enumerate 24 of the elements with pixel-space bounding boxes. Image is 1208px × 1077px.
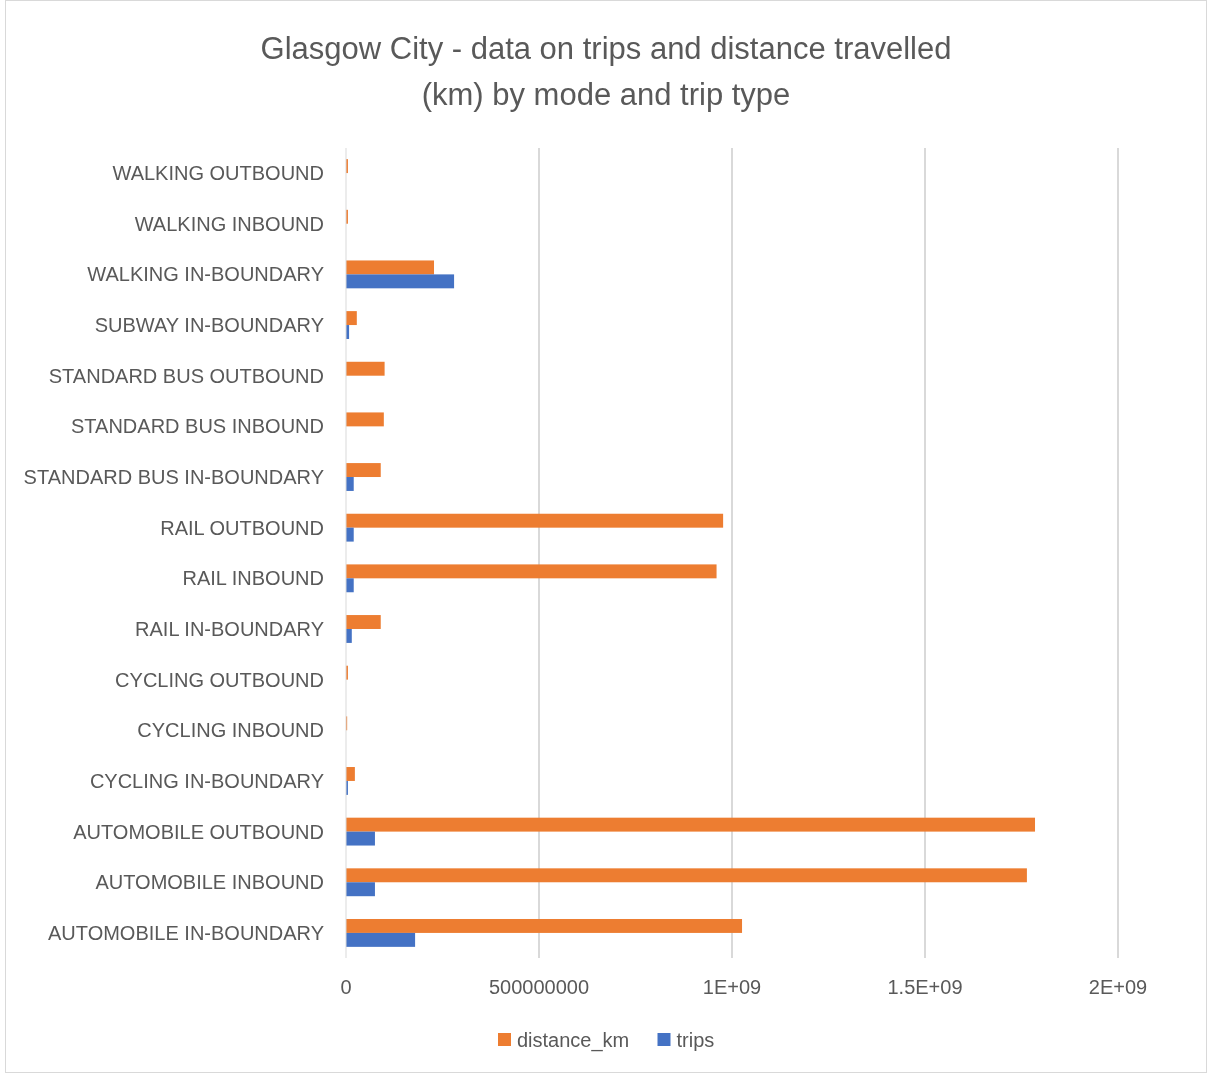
x-tick-label: 2E+09: [1088, 976, 1148, 998]
y-tick-label: WALKING OUTBOUND: [112, 162, 324, 185]
x-tick-label: 1.5E+09: [887, 976, 963, 998]
legend-label: distance_km: [517, 1029, 630, 1052]
legend-label: trips: [676, 1029, 715, 1051]
x-tick-label: 500000000: [488, 976, 590, 998]
y-tick-label: CYCLING OUTBOUND: [115, 668, 324, 691]
y-tick-label: RAIL OUTBOUND: [160, 516, 324, 539]
y-tick-label: AUTOMOBILE OUTBOUND: [73, 820, 324, 843]
x-tick-label: 0: [340, 976, 352, 998]
y-tick-label: WALKING INBOUND: [134, 212, 324, 235]
y-tick-label: RAIL IN-BOUNDARY: [135, 617, 324, 640]
y-tick-label: WALKING IN-BOUNDARY: [87, 263, 324, 286]
y-tick-label: STANDARD BUS IN-BOUNDARY: [23, 466, 324, 489]
y-tick-label: CYCLING IN-BOUNDARY: [89, 769, 324, 792]
y-tick-label: STANDARD BUS OUTBOUND: [48, 364, 324, 387]
y-tick-label: STANDARD BUS INBOUND: [71, 415, 324, 438]
chart-title: Glasgow City - data on trips and distance travelled (km) by mode and trip type: [260, 30, 952, 112]
x-tick-label: 1E+09: [702, 976, 762, 998]
y-tick-label: AUTOMOBILE IN-BOUNDARY: [48, 921, 324, 944]
y-tick-label: SUBWAY IN-BOUNDARY: [94, 314, 324, 337]
y-tick-label: AUTOMOBILE INBOUND: [95, 871, 324, 894]
y-tick-label: CYCLING INBOUND: [137, 719, 324, 742]
y-tick-label: RAIL INBOUND: [182, 567, 324, 590]
